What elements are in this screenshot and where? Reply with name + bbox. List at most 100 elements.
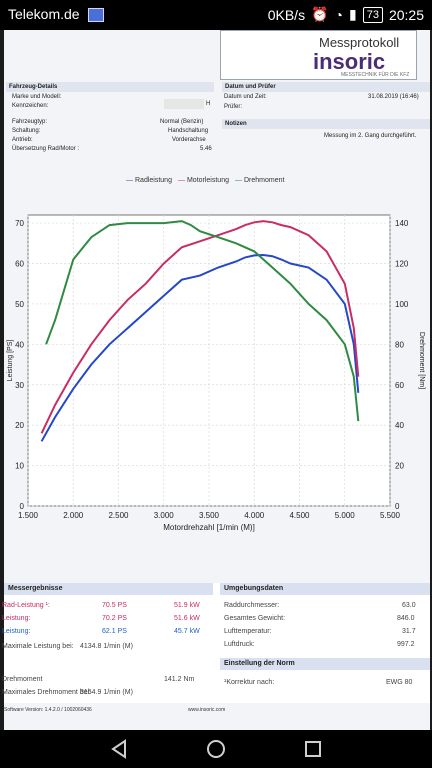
carrier-label: Telekom.de bbox=[8, 6, 80, 22]
power-chart-svg: 1.500 2.000 2.500 3.000 3.500 4.000 4.500 5.000… bbox=[7, 214, 425, 532]
y-left-tick-label: 50 bbox=[15, 300, 24, 309]
env-row-1-value: 63.0 bbox=[402, 602, 416, 609]
y-right-axis-label: Drehmoment [Nm] bbox=[418, 332, 425, 389]
result-row-3-kw: 45.7 kW bbox=[174, 628, 200, 635]
vehicle-label-3: Fahrzeugtyp: bbox=[12, 119, 48, 125]
signal-icon: ▮ bbox=[348, 6, 357, 22]
date-value: 31.08.2019 (16:46) bbox=[368, 94, 419, 100]
norm-value: EWG 80 bbox=[386, 679, 413, 686]
y-left-tick-label: 0 bbox=[20, 502, 25, 511]
env-row-1-label: Raddurchmesser: bbox=[224, 602, 280, 609]
report-header: Messprotokoll insoric MESSTECHNIK FÜR DI… bbox=[220, 30, 417, 80]
report-url: www.insoric.com bbox=[188, 707, 226, 713]
clock: 20:25 bbox=[388, 6, 424, 23]
y-right-tick-label: 40 bbox=[395, 421, 404, 430]
logo-subtitle: MESSTECHNIK FÜR DIE KFZ bbox=[341, 72, 410, 78]
vehicle-label-1: Marke und Modell: bbox=[12, 94, 62, 100]
y-left-tick-label: 10 bbox=[15, 462, 24, 471]
env-row-3-value: 31.7 bbox=[402, 628, 416, 635]
notes-text: Messung im 2. Gang durchgeführt. bbox=[324, 133, 417, 139]
y-right-tick-label: 120 bbox=[395, 260, 409, 269]
vehicle-label-4: Schaltung: bbox=[12, 128, 41, 134]
vehicle-details-title: Fahrzeug-Details bbox=[6, 82, 214, 92]
result-row-2-label: Leistung: bbox=[2, 615, 31, 622]
series-line-radleistung bbox=[40, 253, 360, 442]
norm-title: Einstellung der Norm bbox=[220, 658, 430, 670]
result-row-1-label: Rad-Leistung ¹: bbox=[2, 602, 50, 609]
legend-drehmoment: — Drehmoment bbox=[235, 177, 285, 184]
power-chart: 1.500 2.000 2.500 3.000 3.500 4.000 4.500 5.000… bbox=[4, 173, 430, 578]
vehicle-label-2: Kennzeichen: bbox=[12, 103, 49, 109]
y-left-tick-label: 40 bbox=[15, 340, 24, 349]
date-label: Datum und Zeit: bbox=[224, 94, 267, 100]
vehicle-value-type: Normal (Benzin) bbox=[160, 119, 204, 125]
x-tick-label: 4.500 bbox=[289, 511, 310, 520]
env-row-4-label: Luftdruck: bbox=[224, 641, 255, 648]
x-tick-label: 5.000 bbox=[335, 511, 356, 520]
y-right-tick-label: 0 bbox=[395, 502, 400, 511]
back-icon[interactable] bbox=[108, 738, 130, 760]
max-torque-label: Maximales Drehmoment bei: bbox=[2, 689, 92, 696]
torque-label: Drehmoment bbox=[2, 676, 43, 683]
status-bar: Telekom.de 0KB/s ⏰ ◔ ▮ 73 20:25 bbox=[0, 0, 432, 30]
x-tick-label: 3.000 bbox=[154, 511, 175, 520]
env-row-4-value: 997.2 bbox=[397, 641, 415, 648]
vehicle-label-6: Übersetzung Rad/Motor : bbox=[12, 146, 80, 152]
redacted-vehicle-id bbox=[164, 99, 204, 109]
y-left-tick-label: 70 bbox=[15, 219, 24, 228]
x-tick-label: 5.500 bbox=[380, 511, 401, 520]
recent-apps-icon[interactable] bbox=[302, 738, 324, 760]
x-tick-label: 4.000 bbox=[244, 511, 265, 520]
y-right-tick-label: 100 bbox=[395, 300, 409, 309]
environment-title: Umgebungsdaten bbox=[220, 583, 430, 595]
max-power-rpm: 4134.8 1/min (M) bbox=[80, 643, 133, 650]
x-tick-label: 2.000 bbox=[63, 511, 84, 520]
status-right: 0KB/s ⏰ ◔ ▮ 73 20:25 bbox=[268, 6, 424, 23]
y-left-tick-label: 60 bbox=[15, 260, 24, 269]
insoric-logo: insoric bbox=[313, 49, 386, 74]
y-right-tick-label: 80 bbox=[395, 340, 404, 349]
y-left-tick-label: 20 bbox=[15, 421, 24, 430]
report-title: Messprotokoll bbox=[319, 35, 400, 50]
inspector-label: Prüfer: bbox=[224, 104, 243, 110]
x-tick-label: 1.500 bbox=[18, 511, 39, 520]
result-row-3-ps: 62.1 PS bbox=[102, 628, 127, 635]
alarm-icon: ⏰ bbox=[311, 6, 329, 22]
result-row-3-label: Leistung: bbox=[2, 628, 31, 635]
x-axis-label: Motordrehzahl [1/min (M)] bbox=[163, 523, 255, 532]
result-row-1-kw: 51.9 kW bbox=[174, 602, 200, 609]
vehicle-label-5: Antrieb: bbox=[12, 137, 33, 143]
y-left-axis-label: Leistung [PS] bbox=[7, 340, 14, 382]
max-power-label: Maximale Leistung bei: bbox=[2, 643, 74, 650]
results-area: Messergebnisse Umgebungsdaten Rad-Leistu… bbox=[2, 583, 430, 703]
android-nav-bar bbox=[0, 730, 432, 768]
wifi-icon: ◔ bbox=[334, 6, 343, 23]
x-tick-label: 3.500 bbox=[199, 511, 220, 520]
norm-label: ¹Korrektur nach: bbox=[224, 679, 275, 686]
notes-title: Notizen bbox=[222, 119, 430, 129]
vehicle-value-ratio: 5.46 bbox=[200, 146, 212, 152]
y-right-tick-label: 140 bbox=[395, 219, 409, 228]
y-right-tick-label: 20 bbox=[395, 462, 404, 471]
y-left-tick-label: 30 bbox=[15, 381, 24, 390]
env-row-2-value: 846.0 bbox=[397, 615, 415, 622]
vehicle-id-suffix: H bbox=[206, 101, 211, 107]
measurement-protocol-paper: Messprotokoll insoric MESSTECHNIK FÜR DI… bbox=[2, 30, 430, 730]
software-version: Software Version: 1.4.2.0 / 1002060436 bbox=[4, 707, 92, 713]
vehicle-value-drive: Vorderachse bbox=[172, 137, 206, 143]
series-line-motorleistung bbox=[40, 220, 360, 434]
x-tick-label: 2.500 bbox=[108, 511, 129, 520]
max-torque-rpm: 3154.9 1/min (M) bbox=[80, 689, 133, 696]
status-left: Telekom.de bbox=[8, 6, 105, 23]
vehicle-value-gearbox: Handschaltung bbox=[168, 128, 209, 134]
env-row-2-label: Gesamtes Gewicht: bbox=[224, 615, 286, 622]
battery-icon: 73 bbox=[362, 6, 383, 23]
y-right-tick-label: 60 bbox=[395, 381, 404, 390]
date-inspector-title: Datum und Prüfer bbox=[222, 82, 430, 92]
result-row-1-ps: 70.5 PS bbox=[102, 602, 127, 609]
legend-radleistung: — Radleistung bbox=[126, 177, 172, 184]
env-row-3-label: Lufttemperatur: bbox=[224, 628, 272, 635]
home-icon[interactable] bbox=[205, 738, 227, 760]
series-line-drehmoment bbox=[45, 220, 360, 422]
image-notification-icon bbox=[88, 8, 105, 23]
